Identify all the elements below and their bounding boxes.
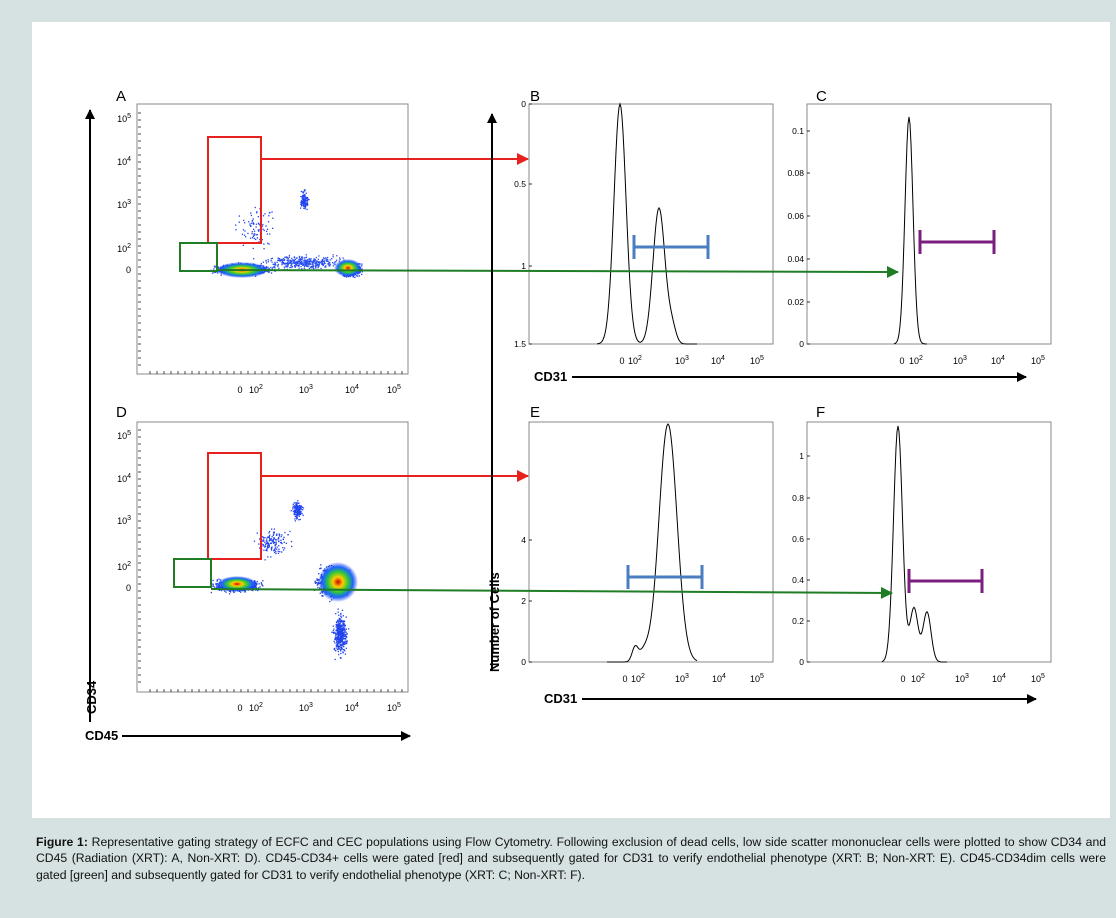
- gate-red-d: [207, 452, 262, 560]
- panel-letter-c: C: [816, 88, 827, 105]
- y-tick-e-0: 0: [521, 657, 526, 667]
- y-tick-a-3: 102: [117, 243, 131, 254]
- y-tick-e-2: 4: [521, 535, 526, 545]
- y-tick-a-1: 104: [117, 156, 131, 167]
- y-tick-c-2: 0.04: [787, 254, 804, 264]
- y-tick-c-1: 0.02: [787, 297, 804, 307]
- figure-panel: A B C D E F 0 102 103 104 105 105 104 103 102 0 0 1…: [32, 22, 1110, 818]
- x-tick-f-2: 103: [955, 673, 969, 684]
- x-tick-b-0: 0: [619, 356, 624, 366]
- panel-letter-a: A: [116, 88, 126, 105]
- x-tick-e-0: 0: [622, 674, 627, 684]
- gate-red-a: [207, 136, 262, 244]
- x-tick-a-0: 0: [237, 385, 242, 395]
- x-tick-d-2: 103: [299, 702, 313, 713]
- x-tick-b-4: 105: [750, 355, 764, 366]
- histogram-curve-c: [893, 116, 927, 345]
- x-tick-a-2: 103: [299, 384, 313, 395]
- gate-blue-e: [626, 565, 704, 589]
- x-tick-c-3: 104: [991, 355, 1005, 366]
- panel-letter-f: F: [816, 404, 825, 421]
- gate-purple-c: [918, 230, 996, 254]
- x-tick-b-3: 104: [711, 355, 725, 366]
- panel-letter-e: E: [530, 404, 540, 421]
- panel-letter-b: B: [530, 88, 540, 105]
- y-tick-a-2: 103: [117, 199, 131, 210]
- x-tick-f-0: 0: [900, 674, 905, 684]
- y-tick-f-4: 0.8: [792, 493, 804, 503]
- histogram-curve-b: [596, 102, 697, 345]
- y-tick-c-5: 0.1: [792, 126, 804, 136]
- x-tick-f-4: 105: [1031, 673, 1045, 684]
- panel-c-frame: [806, 103, 1052, 345]
- y-tick-f-3: 0.6: [792, 534, 804, 544]
- x-tick-e-2: 103: [675, 673, 689, 684]
- scatter-plot-d: [210, 500, 358, 661]
- x-tick-c-0: 0: [899, 356, 904, 366]
- y-tick-f-0: 0: [799, 657, 804, 667]
- x-tick-b-1: 102: [628, 355, 642, 366]
- arrow-green-a-to-c: [216, 265, 899, 278]
- x-axis-label-cd45: CD45: [85, 728, 118, 743]
- y-tick-e-1: 2: [521, 596, 526, 606]
- x-tick-f-3: 104: [992, 673, 1006, 684]
- y-tick-b-3: 0: [521, 99, 526, 109]
- panel-e-frame: [528, 421, 774, 663]
- y-tick-c-0: 0: [799, 339, 804, 349]
- y-tick-f-2: 0.4: [792, 575, 804, 585]
- y-tick-c-3: 0.06: [787, 211, 804, 221]
- x-tick-d-0: 0: [237, 703, 242, 713]
- caption-label: Figure 1:: [36, 835, 88, 849]
- y-tick-d-4: 0: [126, 583, 131, 593]
- x-tick-b-2: 103: [675, 355, 689, 366]
- y-tick-d-3: 102: [117, 561, 131, 572]
- panel-f-frame: [806, 421, 1052, 663]
- gate-purple-f: [907, 569, 984, 593]
- x-tick-a-4: 105: [387, 384, 401, 395]
- x-axis-label-cd31-bottom: CD31: [544, 691, 577, 706]
- scatter-plot-a: [210, 189, 363, 279]
- panel-letter-d: D: [116, 404, 127, 421]
- figure-caption: Figure 1: Representative gating strategy…: [36, 834, 1106, 883]
- x-tick-e-1: 102: [631, 673, 645, 684]
- y-axis-label-cd34: CD34: [84, 680, 99, 714]
- gate-blue-b: [632, 235, 710, 259]
- x-tick-f-1: 102: [911, 673, 925, 684]
- y-axis-label-number-of-cells: Number of Cells: [487, 572, 502, 672]
- y-tick-d-0: 105: [117, 430, 131, 441]
- y-tick-a-0: 105: [117, 113, 131, 124]
- y-tick-d-2: 103: [117, 515, 131, 526]
- x-tick-e-3: 104: [712, 673, 726, 684]
- panel-a-frame: [136, 103, 409, 375]
- y-tick-a-4: 0: [126, 265, 131, 275]
- x-tick-a-1: 102: [249, 384, 263, 395]
- y-tick-d-1: 104: [117, 473, 131, 484]
- x-tick-d-1: 102: [249, 702, 263, 713]
- x-tick-c-4: 105: [1031, 355, 1045, 366]
- x-tick-c-2: 103: [953, 355, 967, 366]
- panel-d-frame: [136, 421, 409, 693]
- y-tick-f-1: 0.2: [792, 616, 804, 626]
- x-tick-c-1: 102: [909, 355, 923, 366]
- histogram-curve-e: [607, 423, 698, 663]
- y-tick-b-1: 1: [521, 261, 526, 271]
- x-tick-d-4: 105: [387, 702, 401, 713]
- x-tick-e-4: 105: [750, 673, 764, 684]
- x-tick-a-3: 104: [345, 384, 359, 395]
- arrow-green-d-to-f: [210, 586, 893, 599]
- gate-green-a: [179, 242, 218, 272]
- panel-b-frame: [528, 103, 774, 345]
- histogram-curve-f: [881, 425, 947, 663]
- caption-text: Representative gating strategy of ECFC a…: [36, 835, 1106, 882]
- y-tick-b-2: 0.5: [514, 179, 526, 189]
- x-axis-label-cd31-top: CD31: [534, 369, 567, 384]
- y-tick-c-4: 0.08: [787, 168, 804, 178]
- y-tick-b-0: 1.5: [514, 339, 526, 349]
- gate-green-d: [173, 558, 212, 588]
- y-tick-f-5: 1: [799, 451, 804, 461]
- x-tick-d-3: 104: [345, 702, 359, 713]
